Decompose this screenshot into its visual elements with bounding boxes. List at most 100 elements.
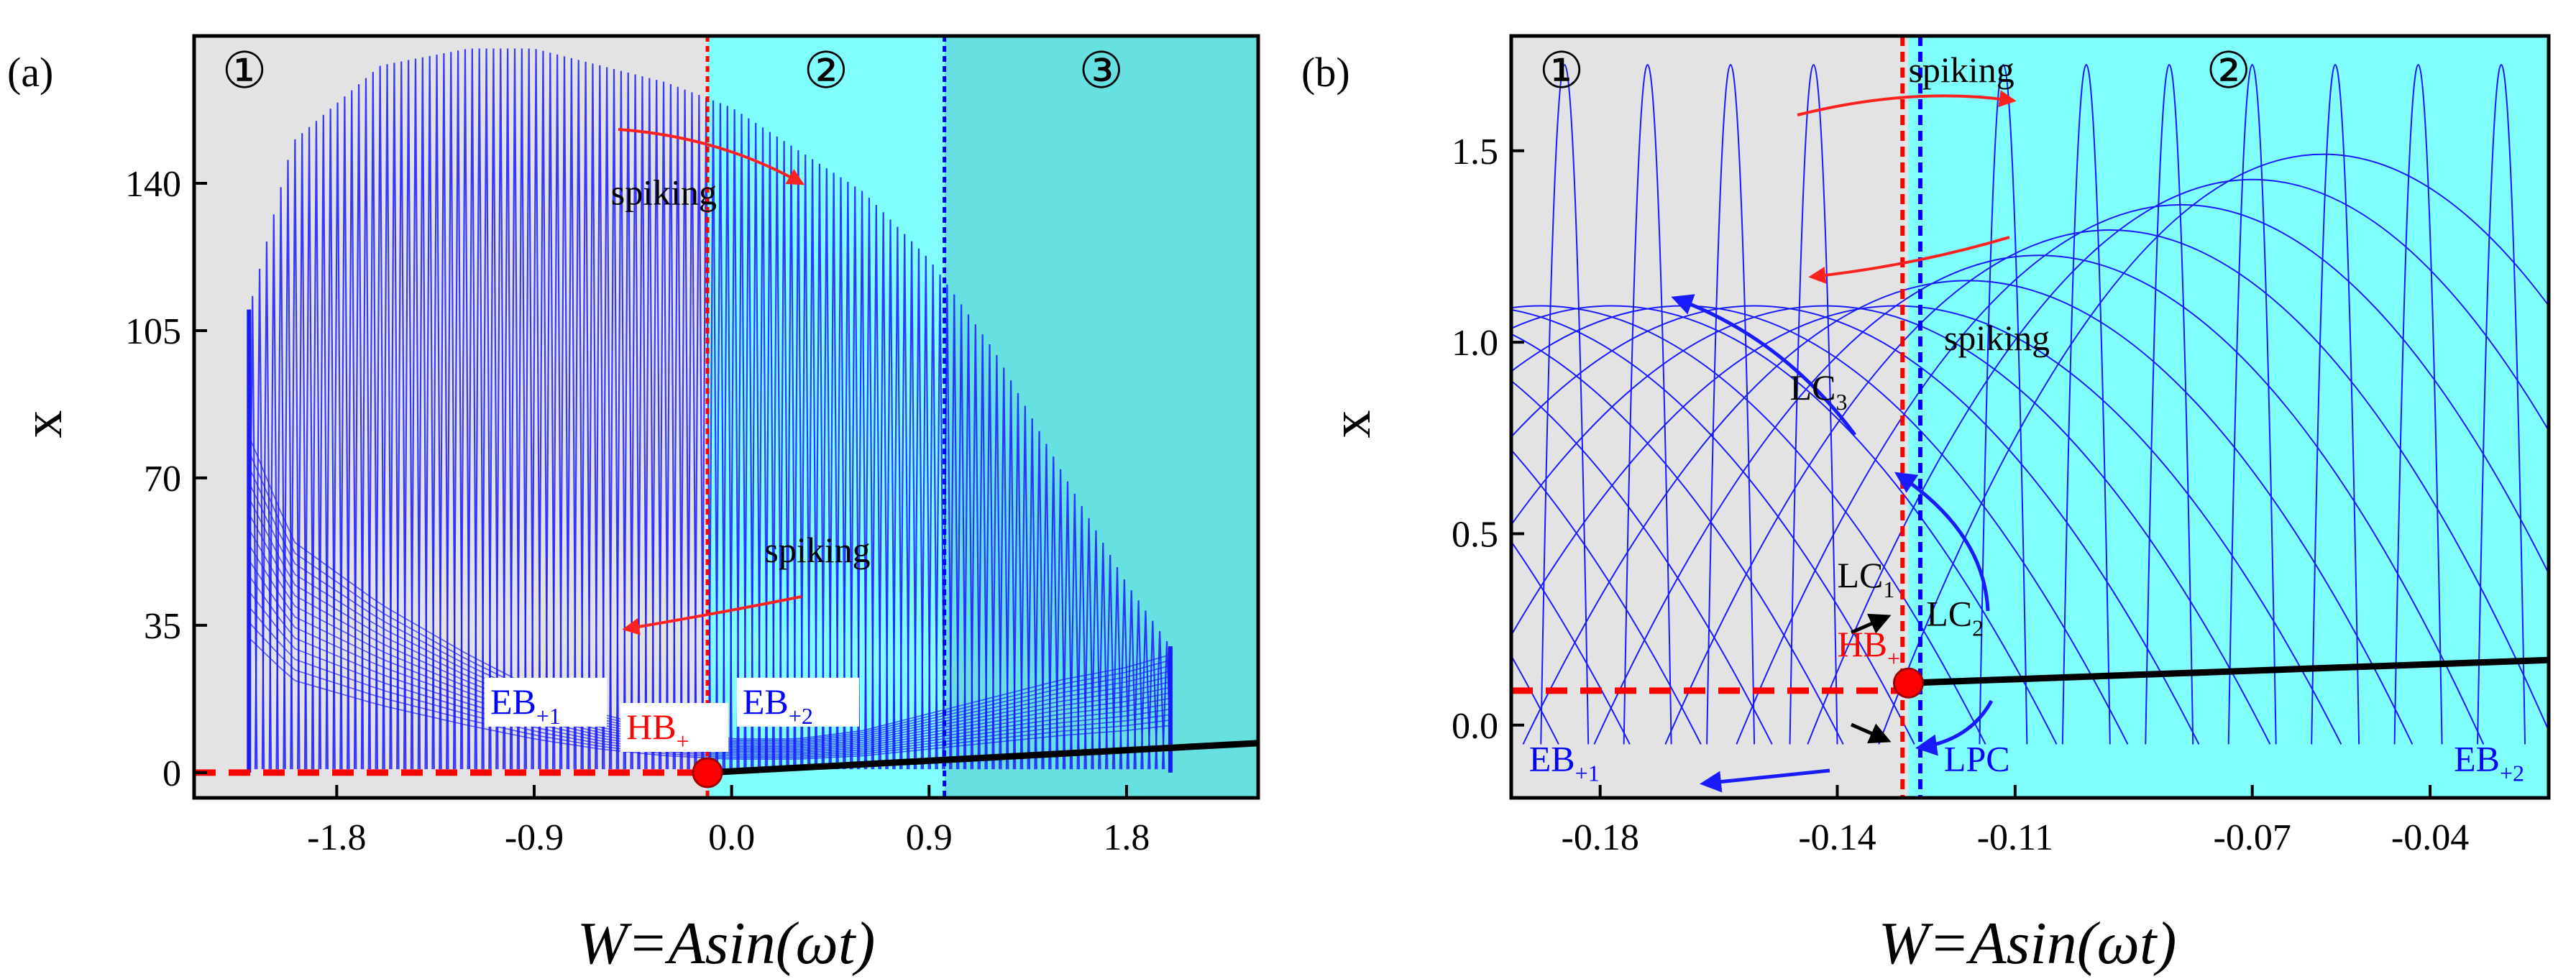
panel-a-spike xyxy=(551,54,563,770)
panel-a-spike xyxy=(474,48,485,770)
panel-a-spike xyxy=(1140,610,1151,770)
panel-a-spike xyxy=(793,150,804,770)
panel-a-spike xyxy=(1091,530,1101,770)
panel-a-spike xyxy=(764,132,776,770)
panel-b-spike xyxy=(1540,64,1590,745)
panel-b-arch xyxy=(1511,305,2271,745)
panel-b-lc3-arrow xyxy=(1671,294,1857,436)
panel-b-arch xyxy=(1878,153,2549,745)
panel-a-spike xyxy=(743,118,754,770)
panel-a-spike xyxy=(459,49,471,770)
panel-b-spike xyxy=(2061,64,2111,745)
panel-b-arrows xyxy=(1671,90,2017,793)
a-region-label-3: ③ xyxy=(1078,41,1124,100)
panel-a-spike xyxy=(347,90,357,770)
panel-a-spike xyxy=(856,190,868,770)
b-annotation-subscript: + xyxy=(1887,645,1900,671)
a-annotation-ebplus1: EB+1 xyxy=(490,681,561,729)
a-annotation-subscript: + xyxy=(677,728,689,754)
panel-a-spike xyxy=(892,226,903,770)
panel-b-spike xyxy=(1706,64,1756,745)
a-series-ebplus2 xyxy=(707,740,1259,776)
panel-a-frame xyxy=(192,34,1260,800)
a-xtick-label: -0.9 xyxy=(505,817,564,858)
panel-b-spiking-lines xyxy=(1511,64,2549,745)
b-annotation-text: LC xyxy=(1926,593,1972,633)
b-region-label-1: ① xyxy=(1539,41,1585,100)
panel-a-spike xyxy=(665,84,677,770)
a-annotation-text: EB xyxy=(490,681,536,722)
panel-a-spike xyxy=(467,48,478,770)
panel-a-spike xyxy=(906,241,917,770)
a-xtick-label: 0.9 xyxy=(906,817,953,858)
panel-a-spike xyxy=(694,95,705,770)
a-ytick-label: 140 xyxy=(125,164,181,205)
panel-a-spike xyxy=(658,81,669,770)
panel-a-spike xyxy=(538,50,549,770)
panel-a-spike xyxy=(729,109,740,770)
panel-b-spiking-arrow-upper xyxy=(1797,90,2017,116)
a-annotation-bg xyxy=(620,703,729,753)
panel-a-xticks: -1.8 -0.9 0.0 0.9 1.8 xyxy=(307,785,1150,858)
a-annotation-bg xyxy=(736,677,859,727)
panel-a-spike xyxy=(360,78,372,770)
b-ytick-label: 0.0 xyxy=(1452,706,1498,747)
panel-a-spike xyxy=(1012,392,1024,770)
panel-a-spike xyxy=(885,219,896,770)
panel-a-spike xyxy=(325,109,336,770)
panel-a-spike xyxy=(942,284,953,770)
panel-a-spike xyxy=(417,57,428,770)
panel-b-arch xyxy=(1522,280,2414,745)
panel-a-spike xyxy=(403,60,414,770)
panel-a-spike xyxy=(750,123,761,770)
panel-a-spike xyxy=(977,334,988,770)
panel-a-arrows xyxy=(618,128,805,635)
panel-b-spike xyxy=(2477,64,2526,745)
panel-a: -1.8 -0.9 0.0 0.9 1.8 0 35 70 105 140 ① ② ③ spikin… xyxy=(7,34,1260,977)
panel-a-spike xyxy=(835,177,846,770)
panel-b-spike xyxy=(1789,64,1838,745)
b-region-2 xyxy=(1908,36,2549,798)
panel-a-spike xyxy=(1083,518,1094,770)
panel-b-lc2-arrow xyxy=(1894,472,1990,612)
panel-b-arch xyxy=(1593,254,2485,745)
a-ytick-label: 0 xyxy=(162,753,181,794)
panel-a-ylabel: x xyxy=(11,410,73,438)
b-annotation-text: EB xyxy=(1529,739,1575,779)
panel-a-spike xyxy=(672,86,683,770)
panel-a-spike xyxy=(318,114,329,770)
panel-a-spike xyxy=(644,78,655,770)
panel-a-spike xyxy=(446,52,457,770)
panel-a-spike xyxy=(439,53,449,770)
panel-a-spike xyxy=(587,63,598,770)
panel-b-arch xyxy=(1736,204,2549,745)
panel-a-spike xyxy=(502,48,513,770)
panel-a-spike xyxy=(651,80,662,770)
panel-a-spike xyxy=(771,136,782,770)
panel-a-spike xyxy=(999,367,1009,770)
b-ytick-label: 1.0 xyxy=(1452,323,1498,364)
panel-b-arch xyxy=(1511,449,1702,745)
panel-a-spike xyxy=(339,96,350,770)
panel-a-spike xyxy=(1154,630,1165,770)
panel-b-regions xyxy=(1511,36,2549,798)
panel-a-spike xyxy=(375,65,385,770)
panel-a-envelope-trace xyxy=(248,622,1171,758)
b-annotation-subscript: +2 xyxy=(2500,760,2524,786)
b-xtick-label: -0.14 xyxy=(1798,817,1876,858)
panel-a-spike xyxy=(984,344,995,770)
panel-b-arch xyxy=(1511,305,1986,745)
a-xtick-label: -1.8 xyxy=(307,817,366,858)
panel-a-spike xyxy=(601,67,613,770)
panel-a-spike xyxy=(687,92,697,770)
panel-b-arch xyxy=(1511,380,1773,745)
a-annotation-spiking: spiking xyxy=(764,530,870,570)
a-annotation-text: spiking xyxy=(764,530,870,570)
panel-b-spike xyxy=(1623,64,1672,745)
b-annotation-text: spiking xyxy=(1908,50,2014,90)
panel-b-arch xyxy=(1807,178,2549,745)
a-annotation-text: HB xyxy=(626,707,676,747)
panel-a-spike xyxy=(630,74,641,770)
a-region-label-2: ② xyxy=(803,41,848,100)
panel-a-spike xyxy=(991,354,1002,770)
